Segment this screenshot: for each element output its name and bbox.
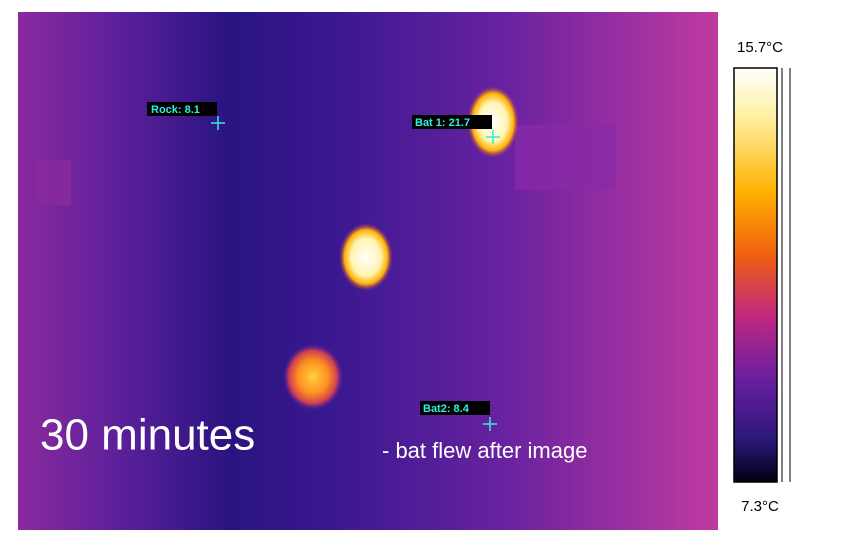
screen: 1412108 Rock: 8.1 Bat 1: 21.7 Bat2: 8.4 … [0, 0, 854, 530]
spot-label: Bat 1: 21.7 [415, 117, 470, 129]
caption: 30 minutes [40, 411, 255, 460]
warm-region [36, 160, 71, 205]
warm-region [515, 125, 615, 190]
scale-max: 15.7°C [737, 39, 783, 56]
page: 1412108 Rock: 8.1 Bat 1: 21.7 Bat2: 8.4 … [0, 0, 854, 530]
warm-spot [283, 344, 343, 410]
color-scale: 15.7°C 7.3°C [734, 39, 790, 515]
spot-label: Bat2: 8.4 [423, 403, 470, 415]
spot-label: Rock: 8.1 [151, 104, 200, 116]
caption-note: - bat flew after image [382, 438, 587, 463]
hot-spot [339, 223, 393, 291]
scale-min: 7.3°C [741, 498, 779, 515]
color-bar [734, 68, 777, 482]
